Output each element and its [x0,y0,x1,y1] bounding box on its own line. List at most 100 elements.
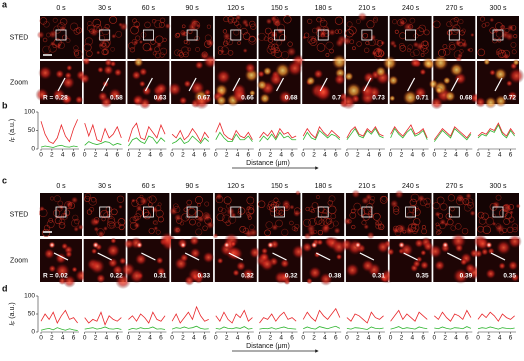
cell-blob [60,93,73,105]
cell-glow [369,34,377,41]
cell-ring [115,30,123,38]
cell-ring [309,38,318,46]
cell-ring [263,36,269,42]
cell-glow [465,192,472,200]
cell-blob [434,260,446,271]
cell-glow [270,15,278,23]
time-label: 300 s [489,183,507,190]
sted-image [257,190,301,237]
cell-glow [515,203,521,209]
x-tick-label: 2 [94,335,98,342]
cell-blob [65,250,73,258]
x-tick-label: 4 [411,335,415,342]
zoom-image [35,61,87,105]
x-tick-label: 0 [127,152,131,159]
cell-glow [248,227,258,238]
y-label-unit: (a.u.) [9,119,16,135]
cell-ring [481,212,489,221]
cell-blob [118,257,127,265]
cell-blob [430,96,444,110]
cell-ring [365,40,370,46]
cell-blob [432,54,449,71]
cell-ring [148,195,157,204]
cell-blob [120,262,136,277]
cell-blob [153,92,165,104]
cell-ring [432,202,440,210]
x-tick-label: 0 [258,152,262,159]
cell-ring [110,46,115,52]
cell-blob [340,94,357,110]
roi-box [99,29,111,41]
cell-blob [269,72,283,87]
cell-ring [73,45,79,51]
y-tick-label: 0 [31,146,35,153]
cell-ring [332,220,339,227]
cell-glow [417,194,425,203]
cell-ring [129,47,136,53]
cell-ring [250,23,257,30]
cell-ring [461,28,466,34]
cell-ring [128,42,136,50]
cell-glow [507,24,515,32]
time-label: 60 s [142,5,156,12]
time-label: 120 s [227,5,245,12]
cell-ring [478,217,487,225]
profile-red [434,309,472,322]
cell-ring [443,48,451,56]
profile-line [232,77,241,92]
x-tick-label: 2 [269,152,273,159]
roi-box [405,206,417,218]
cell-ring [373,39,380,45]
cell-blob [386,248,395,256]
cell-ring [357,208,366,216]
zoom-image [340,61,390,110]
x-tick-label: 2 [487,335,491,342]
zoom-image [79,57,126,109]
x-tick-label: 0 [39,335,43,342]
x-tick-label: 6 [509,335,513,342]
x-tick-label: 0 [432,335,436,342]
cell-ring [216,213,225,222]
cell-ring [445,213,452,220]
cell-blob [203,88,212,97]
cell-ring [195,228,203,236]
x-tick-label: 6 [159,335,163,342]
cell-glow [164,22,171,30]
zoom-image [473,234,522,282]
profile-green [259,131,297,142]
profile-red [40,119,79,144]
cell-blob [113,68,123,77]
bright-spot [135,241,143,249]
r-value: 0.68 [285,95,298,102]
cell-ring [195,47,200,52]
roi-box [186,29,198,41]
y-axis-label: IF (a.u.) [9,302,17,325]
cell-blob [485,268,496,280]
cell-blob [402,89,418,106]
cell-ring [221,214,231,224]
cell-ring [311,202,319,209]
r-value: 0.32 [285,273,298,280]
x-tick-label: 6 [203,335,207,342]
cell-ring [103,38,111,47]
cell-blob [334,73,346,86]
roi-box [361,206,373,218]
cell-ring [508,216,515,223]
cell-ring [409,17,416,24]
cell-ring [174,49,181,56]
profile-red [390,124,428,139]
cell-glow [36,31,45,39]
x-tick-label: 0 [258,335,262,342]
sted-image [169,193,215,236]
zoom-image [340,238,395,284]
r-value: 0.35 [416,273,429,280]
cell-blob [194,270,205,281]
cell-blob [301,242,313,253]
cell-ring [308,206,314,212]
cell-ring [101,217,106,222]
roi-box [405,29,417,41]
cell-blob [363,71,375,84]
cell-ring [58,222,66,229]
cell-blob [249,89,256,97]
cell-blob [382,55,398,71]
